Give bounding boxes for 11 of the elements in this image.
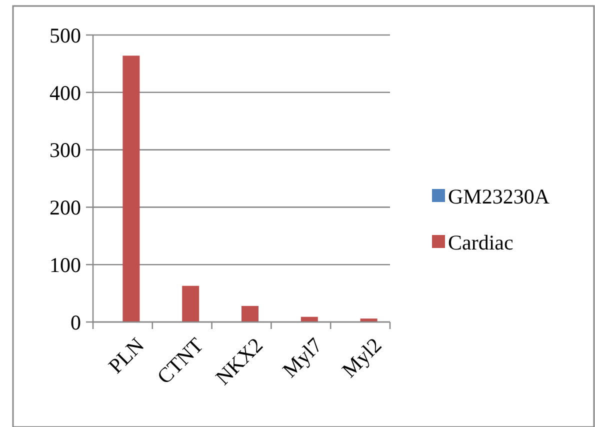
y-tick-label: 300 [50, 138, 81, 162]
y-tick-label: 200 [50, 196, 81, 220]
y-tick-label: 100 [50, 252, 81, 277]
y-tick-label: 0 [70, 310, 81, 334]
y-tick-label: 400 [50, 80, 81, 105]
legend-label: Cardiac [448, 230, 514, 254]
bar [182, 286, 200, 322]
bar [242, 306, 258, 322]
legend-label: GM23230A [448, 184, 550, 208]
bar [122, 56, 140, 322]
y-tick-label: 500 [50, 23, 81, 48]
